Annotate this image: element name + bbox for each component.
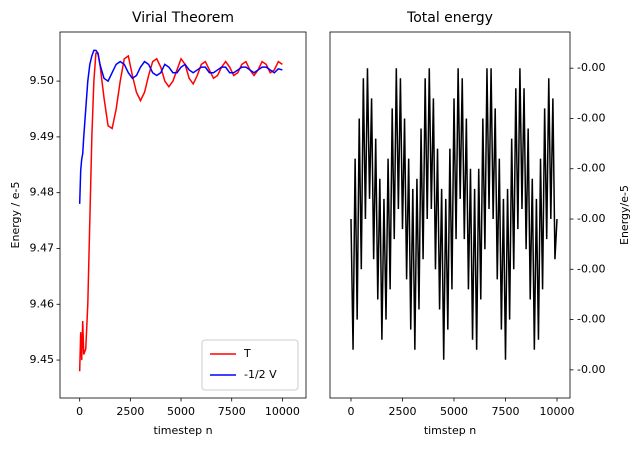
legend-box xyxy=(201,339,299,391)
x-tick-label: 5000 xyxy=(167,405,195,418)
y-tick-label: 9.48 xyxy=(30,186,55,199)
chart-title: Total energy xyxy=(406,10,493,26)
legend-label: T xyxy=(243,347,251,360)
y-tick-label: -0.00 xyxy=(577,61,605,74)
y-tick-label: -0.00 xyxy=(577,262,605,275)
axes-frame xyxy=(59,31,307,399)
y-tick-label: 9.47 xyxy=(30,241,55,254)
y-tick-label: 9.45 xyxy=(30,353,55,366)
y-axis-label: Energy/e-5 xyxy=(618,185,631,245)
x-tick-label: 2500 xyxy=(116,405,144,418)
x-tick-label: 5000 xyxy=(440,405,468,418)
legend-label: -1/2 V xyxy=(244,368,277,381)
x-tick-label: 7500 xyxy=(491,405,519,418)
data-line xyxy=(78,49,283,204)
chart-title: Virial Theorem xyxy=(132,10,234,26)
y-tick-label: -0.00 xyxy=(577,313,605,326)
axes-frame xyxy=(329,31,571,399)
x-tick-label: 2500 xyxy=(388,405,416,418)
x-tick-label: 10000 xyxy=(265,405,300,418)
y-tick-label: 9.49 xyxy=(30,130,55,143)
y-axis-label: Energy / e-5 xyxy=(9,182,22,249)
y-tick-label: -0.00 xyxy=(577,212,605,225)
y-tick-label: -0.00 xyxy=(577,363,605,376)
data-line xyxy=(350,68,558,360)
y-tick-label: -0.00 xyxy=(577,162,605,175)
x-axis-label: timstep n xyxy=(424,424,476,437)
y-tick-label: -0.00 xyxy=(577,111,605,124)
x-axis-label: timestep n xyxy=(153,424,212,437)
x-tick-label: 0 xyxy=(347,405,354,418)
x-tick-label: 0 xyxy=(76,405,83,418)
y-tick-label: 9.50 xyxy=(30,74,55,87)
data-line xyxy=(78,52,283,372)
x-tick-label: 10000 xyxy=(540,405,575,418)
x-tick-label: 7500 xyxy=(218,405,246,418)
y-tick-label: 9.46 xyxy=(30,297,55,310)
